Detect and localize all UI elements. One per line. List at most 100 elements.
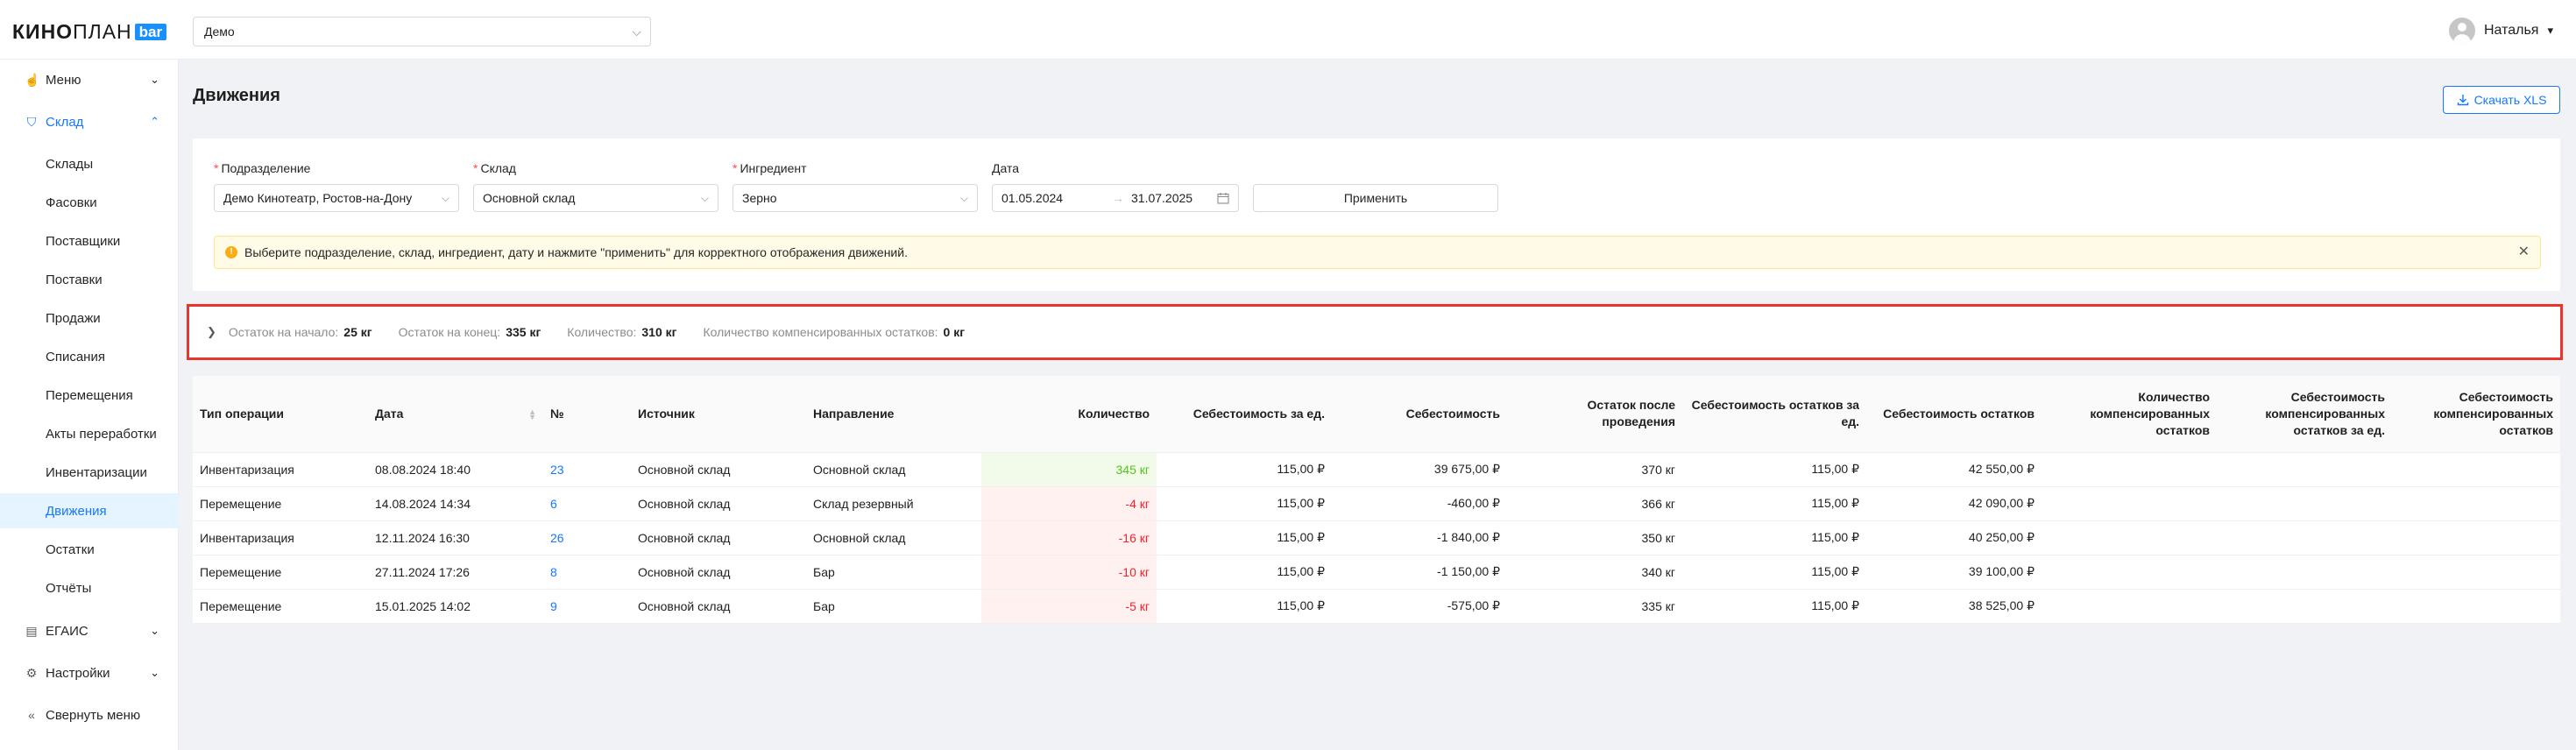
chevron-up-icon: ⌃ (150, 115, 159, 128)
cell-compensated-unit-cost (2217, 452, 2392, 487)
cell-type: Инвентаризация (193, 452, 368, 487)
cell-number-link[interactable]: 6 (543, 486, 631, 521)
summary-end-balance: Остаток на конец: 335 кг (398, 325, 541, 339)
sidebar-subitem-suppliers[interactable]: Поставщики (46, 233, 121, 249)
sidebar-subitem-inventories[interactable]: Инвентаризации (46, 464, 147, 480)
cell-balance: 340 кг (1507, 555, 1682, 590)
cell-balance-cost: 38 525,00 ₽ (1866, 589, 2042, 624)
calendar-icon (1217, 193, 1229, 204)
cell-date: 08.08.2024 18:40 (368, 452, 543, 487)
sidebar-subitem-transfers[interactable]: Перемещения (46, 387, 133, 403)
cell-source: Основной склад (631, 452, 806, 487)
cell-balance-cost: 42 550,00 ₽ (1866, 452, 2042, 487)
cell-balance-unit-cost: 115,00 ₽ (1682, 452, 1866, 487)
organization-select-value: Демо (204, 25, 235, 39)
sidebar-subitem-write-offs[interactable]: Списания (46, 349, 105, 364)
gear-icon: ⚙ (25, 665, 38, 680)
cell-quantity: -16 кг (981, 520, 1157, 555)
sidebar-item-menu[interactable]: ☝ Меню ⌄ (0, 62, 179, 97)
user-name: Наталья (2483, 23, 2539, 38)
cell-source: Основной склад (631, 520, 806, 555)
chevron-down-icon: ▾ (2547, 24, 2553, 37)
logo[interactable]: КИНОПЛАН bar (12, 19, 167, 44)
cell-number-link[interactable]: 26 (543, 520, 631, 555)
table-row: Инвентаризация 08.08.2024 18:40 23 Основ… (193, 452, 2560, 487)
logo-badge: bar (134, 23, 167, 40)
sidebar-subitem-reports[interactable]: Отчёты (46, 580, 92, 596)
sidebar: ☝ Меню ⌄ ⛉ Склад ⌃ Склады Фасовки Постав… (0, 60, 179, 750)
sidebar-item-settings[interactable]: ⚙ Настройки ⌄ (0, 655, 179, 690)
download-xls-button[interactable]: Скачать XLS (2443, 86, 2560, 114)
warehouse-select[interactable]: Основной склад ⌵ (473, 184, 718, 212)
date-from[interactable]: 01.05.2024 (1001, 191, 1064, 205)
sidebar-item-label: Меню (46, 72, 81, 88)
cell-compensated-unit-cost (2217, 486, 2392, 521)
col-operation-type: Тип операции (193, 376, 368, 453)
arrow-right-icon: → (1112, 191, 1124, 205)
sidebar-subitem-balances[interactable]: Остатки (46, 541, 95, 557)
ingredient-label: * Ингредиент (732, 161, 807, 175)
sidebar-subitem-sales[interactable]: Продажи (46, 310, 101, 326)
document-icon: ▤ (25, 623, 38, 638)
user-menu[interactable]: Наталья ▾ (2448, 18, 2553, 44)
chevron-down-icon: ⌵ (632, 25, 641, 39)
cell-destination: Склад резервный (806, 486, 981, 521)
cell-balance-unit-cost: 115,00 ₽ (1682, 555, 1866, 590)
sidebar-subitem-processing-acts[interactable]: Акты переработки (46, 426, 157, 442)
sidebar-subitem-packaging[interactable]: Фасовки (46, 195, 97, 210)
collapse-menu-button[interactable]: « Свернуть меню (0, 697, 179, 732)
cell-cost: -1 840,00 ₽ (1332, 520, 1507, 555)
sort-icon[interactable]: ▲ ▼ (528, 407, 536, 421)
division-select[interactable]: Демо Кинотеатр, Ростов-на-Дону ⌵ (214, 184, 459, 212)
cell-compensated-qty (2042, 589, 2217, 624)
sidebar-item-label: Настройки (46, 665, 110, 681)
logo-light: ПЛАН (73, 19, 132, 43)
cell-type: Перемещение (193, 555, 368, 590)
close-icon[interactable]: ✕ (2517, 244, 2530, 259)
info-alert: ! Выберите подразделение, склад, ингреди… (214, 236, 2541, 269)
sidebar-subitem-deliveries[interactable]: Поставки (46, 272, 103, 287)
ingredient-select[interactable]: Зерно ⌵ (732, 184, 978, 212)
cell-destination: Основной склад (806, 452, 981, 487)
cell-source: Основной склад (631, 486, 806, 521)
sidebar-item-warehouse[interactable]: ⛉ Склад ⌃ (0, 104, 179, 139)
cell-balance-cost: 39 100,00 ₽ (1866, 555, 2042, 590)
cell-compensated-unit-cost (2217, 589, 2392, 624)
date-to[interactable]: 31.07.2025 (1131, 191, 1193, 205)
cell-unit-cost: 115,00 ₽ (1157, 452, 1332, 487)
cell-number-link[interactable]: 23 (543, 452, 631, 487)
top-bar: КИНОПЛАН bar Демо ⌵ Наталья ▾ (0, 0, 2576, 60)
cell-type: Перемещение (193, 486, 368, 521)
cell-source: Основной склад (631, 589, 806, 624)
warehouse-label: * Склад (473, 161, 516, 175)
cell-quantity: -4 кг (981, 486, 1157, 521)
cell-date: 15.01.2025 14:02 (368, 589, 543, 624)
col-date[interactable]: Дата ▲ ▼ (368, 376, 543, 453)
chevron-down-icon: ⌵ (441, 192, 449, 204)
expand-chevron-icon[interactable]: ❯ (207, 325, 216, 338)
sidebar-subitem-movements[interactable]: Движения (0, 493, 179, 528)
organization-select[interactable]: Демо ⌵ (193, 17, 651, 46)
summary-bar: ❯ Остаток на начало: 25 кг Остаток на кон… (187, 304, 2563, 360)
summary-quantity: Количество: 310 кг (567, 325, 677, 339)
sidebar-item-egais[interactable]: ▤ ЕГАИС ⌄ (0, 613, 179, 648)
sidebar-subitem-warehouses[interactable]: Склады (46, 156, 94, 172)
date-range-picker[interactable]: 01.05.2024 → 31.07.2025 (992, 184, 1239, 212)
apply-button[interactable]: Применить (1253, 184, 1498, 212)
division-label: * Подразделение (214, 161, 311, 175)
cell-cost: -460,00 ₽ (1332, 486, 1507, 521)
cell-balance-cost: 42 090,00 ₽ (1866, 486, 2042, 521)
cell-date: 14.08.2024 14:34 (368, 486, 543, 521)
logo-main: КИНО (12, 19, 74, 43)
cell-number-link[interactable]: 9 (543, 589, 631, 624)
chevron-down-icon: ⌄ (150, 624, 159, 637)
download-xls-label: Скачать XLS (2473, 93, 2547, 107)
cell-number-link[interactable]: 8 (543, 555, 631, 590)
download-icon (2457, 95, 2468, 106)
cell-destination: Бар (806, 589, 981, 624)
cell-cost: -575,00 ₽ (1332, 589, 1507, 624)
cell-compensated-qty (2042, 452, 2217, 487)
cell-balance: 335 кг (1507, 589, 1682, 624)
sidebar-item-label: Склад (46, 114, 84, 130)
col-unit-cost: Себестоимость за ед. (1157, 376, 1332, 453)
